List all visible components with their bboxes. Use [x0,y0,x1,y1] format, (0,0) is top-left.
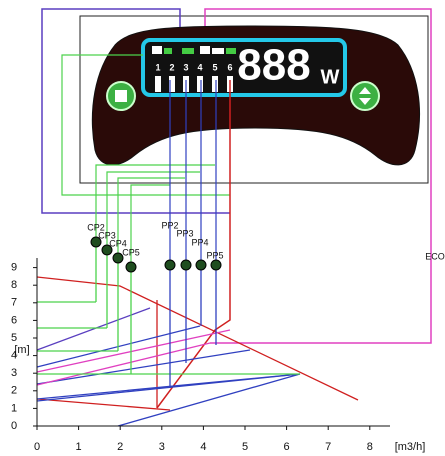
display-unit: W [321,66,340,88]
x-tick-label: 0 [34,441,40,453]
y-tick-label: 1 [11,402,17,414]
pp-indicator [210,259,222,271]
cp-label: CP2 [87,222,105,232]
position-label: 5 [212,62,217,72]
position-label: 4 [197,62,202,72]
cp-indicator [125,261,137,273]
cp-indicator [90,236,102,248]
y-tick-label: 2 [11,385,17,397]
y-tick-label: 4 [11,350,17,362]
x-tick-label: 8 [367,441,373,453]
y-tick-label: 5 [11,332,17,344]
position-label: 6 [227,62,232,72]
wire-green [61,54,230,267]
pp-label: PP3 [176,228,193,238]
y-tick-label: 9 [11,262,17,274]
y-axis-label: [m] [14,344,29,356]
icon [152,46,162,54]
frame [79,15,429,184]
y-tick-label: 7 [11,297,17,309]
position-label: 2 [169,62,174,72]
cp-label: CP5 [122,247,140,257]
y-tick-label: 3 [11,367,17,379]
position-label: 1 [155,62,160,72]
wire-blue [169,80,217,265]
x-tick-label: 5 [242,441,248,453]
pump-curves [36,242,359,427]
x-tick-label: 7 [325,441,331,453]
icon [200,46,210,54]
cp-indicator [112,252,124,264]
pp-label: PP5 [206,250,223,260]
button-select[interactable] [350,81,380,111]
position-label: 3 [183,62,188,72]
wire-magenta [204,8,432,344]
button-icon [359,87,371,105]
y-tick-label: 0 [11,420,17,432]
icon [226,48,236,54]
icon [164,48,172,54]
display-digits: 888 [237,41,310,90]
x-tick-label: 2 [117,441,123,453]
cp-label: CP4 [109,238,127,248]
x-tick-label: 1 [76,441,82,453]
icon [182,48,194,54]
y-tick-label: 6 [11,314,17,326]
wire-red [156,80,231,409]
x-tick-label: 6 [284,441,290,453]
pp-indicator [164,259,176,271]
x-tick-label: 3 [159,441,165,453]
button-icon [115,90,127,102]
x-tick-label: 4 [200,441,206,453]
pp-label: PP4 [191,237,208,247]
icon [212,48,224,54]
wire-purple [41,8,230,214]
pp-label: PP2 [161,220,178,230]
cp-indicator [101,244,113,256]
pp-indicator [180,259,192,271]
cp-label: CP3 [98,230,116,240]
pp-indicator [195,259,207,271]
y-tick-label: 8 [11,279,17,291]
eco-label: ECO [425,251,445,261]
x-axis-label: [m3/h] [395,441,426,453]
